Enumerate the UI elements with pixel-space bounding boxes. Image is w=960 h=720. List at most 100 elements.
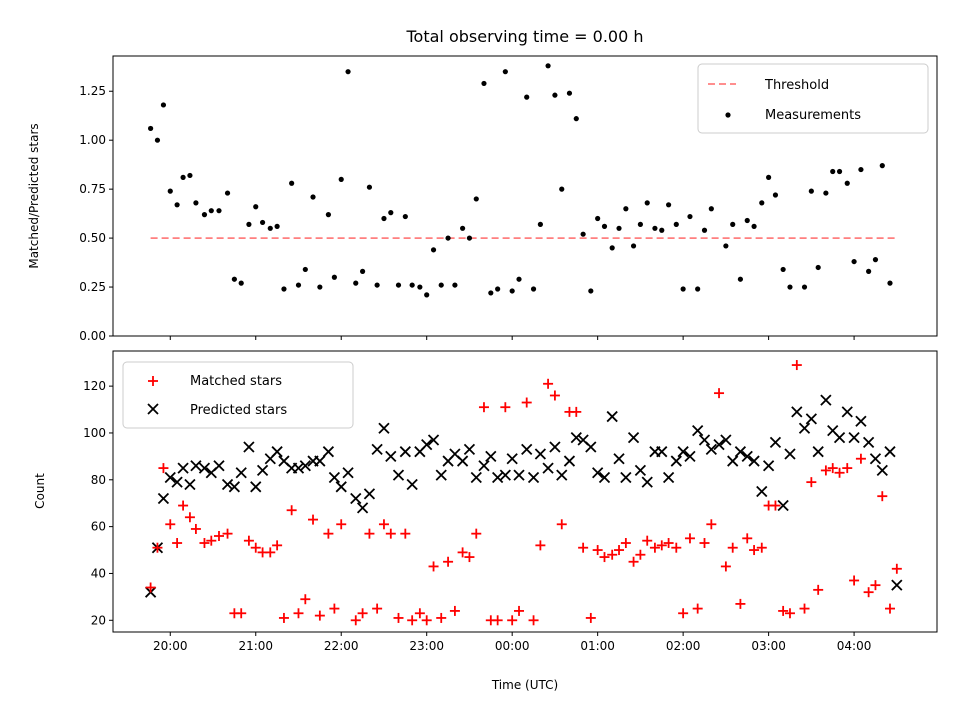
x-tick-label: 20:00 <box>153 639 188 653</box>
matched-star-marker <box>514 605 525 616</box>
measurement-point <box>872 257 879 263</box>
predicted-star-marker <box>762 460 775 472</box>
predicted-star-marker <box>791 406 803 418</box>
bottom-y-ticks: 20 40 60 80 100 120 <box>83 379 113 627</box>
measurement-point <box>402 213 408 220</box>
matched-star-marker <box>791 360 802 371</box>
bottom-legend: Matched stars Predicted stars <box>122 361 354 429</box>
x-tick-label: 23:00 <box>409 639 444 653</box>
legend-measurements-label: Measurements <box>765 108 861 123</box>
predicted-star-marker <box>463 443 476 455</box>
predicted-star-marker <box>812 446 824 458</box>
legend-matched-label: Matched stars <box>190 374 282 389</box>
measurement-point <box>345 69 351 75</box>
top-y-tick-label: 1.25 <box>79 84 106 98</box>
measurement-point <box>866 268 872 274</box>
measurement-point <box>473 196 479 202</box>
measurement-point <box>616 225 622 231</box>
predicted-star-marker <box>556 469 568 481</box>
top-panel: 0.00 0.25 0.50 0.75 1.00 1.25 Matched/Predict… <box>27 55 938 343</box>
predicted-star-marker <box>506 453 518 465</box>
predicted-star-marker <box>198 462 211 474</box>
measurement-point <box>331 274 337 280</box>
matched-star-marker <box>357 608 368 619</box>
predicted-star-marker <box>641 476 653 488</box>
predicted-star-marker <box>164 471 176 484</box>
x-tick-label: 02:00 <box>666 639 701 653</box>
measurement-point <box>317 284 323 290</box>
x-tick-label: 22:00 <box>324 639 359 653</box>
matched-star-marker <box>699 538 710 549</box>
matched-star-marker <box>449 605 460 616</box>
predicted-star-marker <box>299 460 311 472</box>
predicted-star-marker <box>670 455 682 467</box>
predicted-star-marker <box>862 436 875 448</box>
predicted-star-marker <box>869 453 882 465</box>
measurement-point <box>815 264 821 271</box>
matched-star-marker <box>329 603 340 614</box>
bottom-panel: 20 40 60 80 100 120 20:00 21:00 22:00 23:00 00:00… <box>33 350 938 692</box>
measurement-point <box>154 137 161 143</box>
predicted-star-marker <box>662 471 675 484</box>
matched-star-marker <box>614 545 625 556</box>
top-legend: Threshold Measurements <box>697 63 929 134</box>
predicted-star-marker <box>485 450 497 463</box>
bottom-y-tick-label: 60 <box>91 520 106 534</box>
predicted-star-marker <box>478 460 490 472</box>
predicted-star-marker <box>235 467 247 479</box>
predicted-star-marker <box>692 424 704 437</box>
measurement-point <box>580 231 586 237</box>
predicted-star-marker <box>256 464 269 477</box>
matched-star-marker <box>799 603 810 614</box>
predicted-star-marker <box>350 492 362 505</box>
predicted-star-marker <box>392 469 405 481</box>
measurement-point <box>730 221 736 227</box>
matched-star-marker <box>749 545 760 556</box>
predicted-star-marker <box>769 436 782 448</box>
bottom-axes-frame <box>112 350 938 633</box>
matched-star-marker <box>190 523 201 534</box>
measurement-point <box>588 288 594 294</box>
measurement-point <box>695 286 701 292</box>
predicted-star-marker <box>314 455 326 467</box>
predicted-star-marker <box>435 469 447 481</box>
bottom-y-axis-label: Count <box>33 473 47 509</box>
predicted-star-marker <box>356 502 369 514</box>
matched-star-marker <box>692 603 703 614</box>
matched-star-marker <box>436 612 447 623</box>
matched-star-marker <box>222 528 233 539</box>
predicted-star-marker <box>684 450 696 463</box>
measurement-point <box>295 282 302 288</box>
measurement-point <box>502 69 508 75</box>
measurement-point <box>609 245 615 251</box>
matched-star-marker <box>213 530 224 541</box>
measurement-point <box>353 280 359 286</box>
matched-star-marker <box>308 514 319 525</box>
matched-star-marker <box>784 608 795 619</box>
legend-measurements-swatch <box>725 112 731 118</box>
measurement-point <box>359 268 366 274</box>
measurement-point <box>830 168 836 175</box>
bottom-legend-box <box>122 361 354 429</box>
measurement-point <box>381 215 387 222</box>
predicted-star-marker <box>598 471 611 484</box>
matched-star-marker <box>471 528 482 539</box>
measurement-point <box>201 212 208 218</box>
predicted-star-marker <box>833 432 846 444</box>
measurement-point <box>772 192 779 198</box>
matched-star-marker <box>635 549 646 560</box>
measurement-point <box>637 221 643 227</box>
measurement-point <box>267 225 273 231</box>
matched-star-marker <box>400 528 411 539</box>
measurement-point <box>148 125 154 132</box>
matched-star-marker <box>599 552 610 563</box>
measurement-point <box>573 116 579 122</box>
measurement-point <box>495 286 501 292</box>
matched-star-marker <box>628 556 639 567</box>
matched-star-marker <box>778 605 789 616</box>
measurement-point <box>701 227 708 233</box>
predicted-star-marker <box>855 415 867 427</box>
measurement-point <box>652 225 658 231</box>
measurement-point <box>851 258 857 265</box>
matched-star-marker <box>649 542 660 553</box>
